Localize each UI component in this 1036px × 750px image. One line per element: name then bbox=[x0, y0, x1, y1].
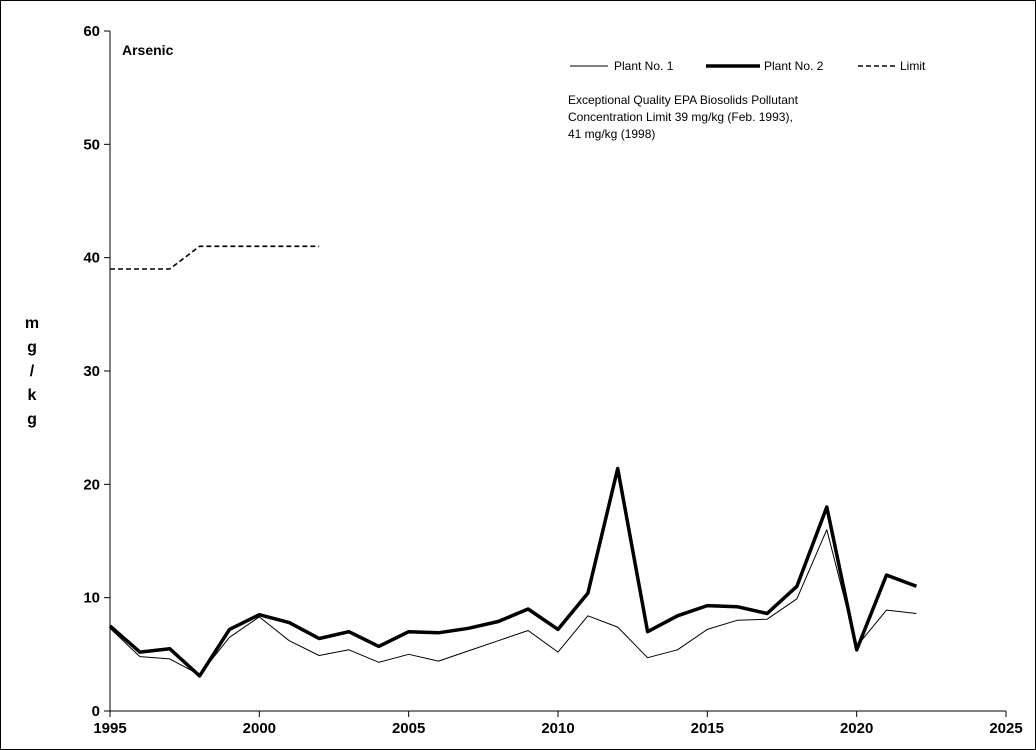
y-tick-label: 10 bbox=[83, 590, 100, 607]
legend-label-2: Plant No. 2 bbox=[764, 59, 824, 73]
y-tick-label: 30 bbox=[83, 363, 100, 380]
x-tick-label: 2010 bbox=[541, 720, 574, 737]
x-axis-ticks: 1995 2000 2005 2010 2015 2020 2025 bbox=[93, 711, 1023, 737]
series-line-2 bbox=[108, 466, 918, 678]
annotation-line-3: 41 mg/kg (1998) bbox=[568, 127, 655, 141]
series-line-1 bbox=[109, 529, 917, 676]
y-tick-label: 20 bbox=[83, 476, 100, 493]
y-axis-ticks: 0 10 20 30 40 50 60 bbox=[83, 23, 110, 720]
series-line-3 bbox=[110, 245, 320, 270]
series-lines bbox=[108, 245, 918, 678]
legend: Plant No. 1 Plant No. 2 Limit bbox=[570, 59, 926, 73]
x-tick-label: 2005 bbox=[392, 720, 425, 737]
y-axis-label: m g / k g bbox=[25, 315, 39, 428]
y-tick-label: 0 bbox=[92, 703, 100, 720]
x-tick-label: 2000 bbox=[243, 720, 276, 737]
y-tick-label: 40 bbox=[83, 250, 100, 267]
y-tick-label: 50 bbox=[83, 136, 100, 153]
annotation-line-1: Exceptional Quality EPA Biosolids Pollut… bbox=[568, 93, 799, 107]
y-tick-label: 60 bbox=[83, 23, 100, 40]
chart-title: Arsenic bbox=[122, 42, 174, 58]
legend-label-1: Plant No. 1 bbox=[614, 59, 674, 73]
annotation-note: Exceptional Quality EPA Biosolids Pollut… bbox=[568, 93, 799, 141]
x-tick-label: 2020 bbox=[840, 720, 873, 737]
legend-label-3: Limit bbox=[900, 59, 926, 73]
x-tick-label: 2015 bbox=[691, 720, 724, 737]
x-tick-label: 1995 bbox=[93, 720, 126, 737]
annotation-line-2: Concentration Limit 39 mg/kg (Feb. 1993)… bbox=[568, 110, 793, 124]
x-tick-label: 2025 bbox=[989, 720, 1022, 737]
